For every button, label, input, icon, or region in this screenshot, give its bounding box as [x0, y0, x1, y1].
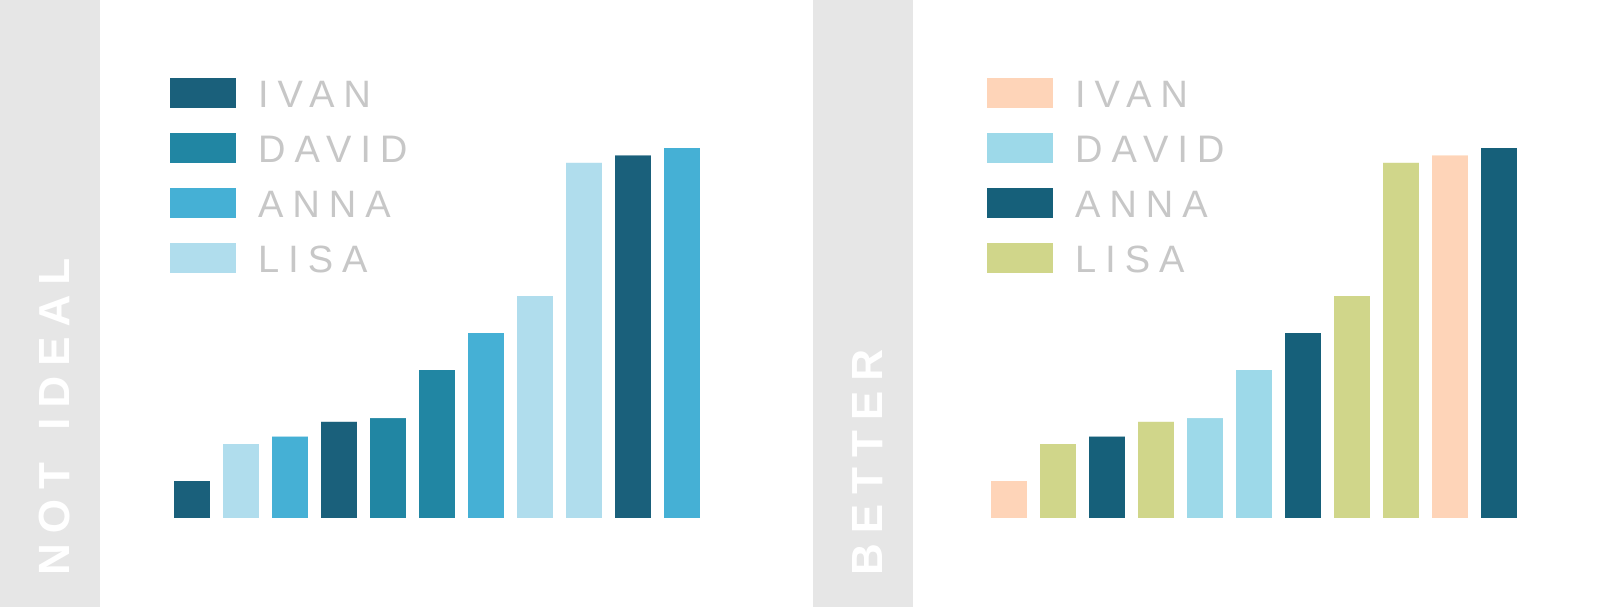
bar-7-anna — [1285, 333, 1321, 518]
bar-8-lisa — [1334, 296, 1370, 518]
bar-5-david — [370, 418, 406, 518]
chart-not-ideal: IVAN DAVID ANNA LISA — [170, 74, 700, 519]
bar-2-lisa — [1040, 444, 1076, 518]
bar-10-ivan — [615, 155, 651, 518]
legend-label-anna: ANNA — [258, 184, 400, 226]
bar-2-lisa — [223, 444, 259, 518]
legend-swatch-ivan — [987, 78, 1053, 108]
legend-swatch-anna — [170, 188, 236, 218]
bar-5-david — [1187, 418, 1223, 518]
legend-label-ivan: IVAN — [1075, 74, 1197, 116]
legend-swatch-david — [987, 133, 1053, 163]
panel-label-better: BETTER — [843, 339, 892, 575]
bar-11-anna — [664, 148, 700, 518]
bar-11-anna — [1481, 148, 1517, 518]
legend-swatch-lisa — [987, 243, 1053, 273]
bar-6-david — [1236, 370, 1272, 518]
legend-swatch-lisa — [170, 243, 236, 273]
side-panel-better — [813, 0, 913, 607]
bar-7-anna — [468, 333, 504, 518]
panel-label-not-ideal: NOT IDEAL — [30, 247, 79, 575]
legend-label-lisa: LISA — [1075, 239, 1193, 281]
bar-9-lisa — [566, 162, 602, 519]
legend-swatch-david — [170, 133, 236, 163]
bar-3-anna — [272, 436, 308, 518]
bar-1-ivan — [174, 481, 210, 518]
legend-label-ivan: IVAN — [258, 74, 380, 116]
legend-label-david: DAVID — [1075, 129, 1233, 171]
bar-4-lisa — [1138, 421, 1174, 518]
bar-9-lisa — [1383, 162, 1419, 519]
legend-label-lisa: LISA — [258, 239, 376, 281]
bar-3-anna — [1089, 436, 1125, 518]
legend-swatch-ivan — [170, 78, 236, 108]
bar-6-david — [419, 370, 455, 518]
bar-4-ivan — [321, 421, 357, 518]
bar-1-ivan — [991, 481, 1027, 518]
bar-8-lisa — [517, 296, 553, 518]
legend-label-david: DAVID — [258, 129, 416, 171]
bar-10-ivan — [1432, 155, 1468, 518]
legend-label-anna: ANNA — [1075, 184, 1217, 226]
side-panel-not-ideal — [0, 0, 100, 607]
legend-swatch-anna — [987, 188, 1053, 218]
chart-better: IVAN DAVID ANNA LISA — [987, 74, 1517, 519]
